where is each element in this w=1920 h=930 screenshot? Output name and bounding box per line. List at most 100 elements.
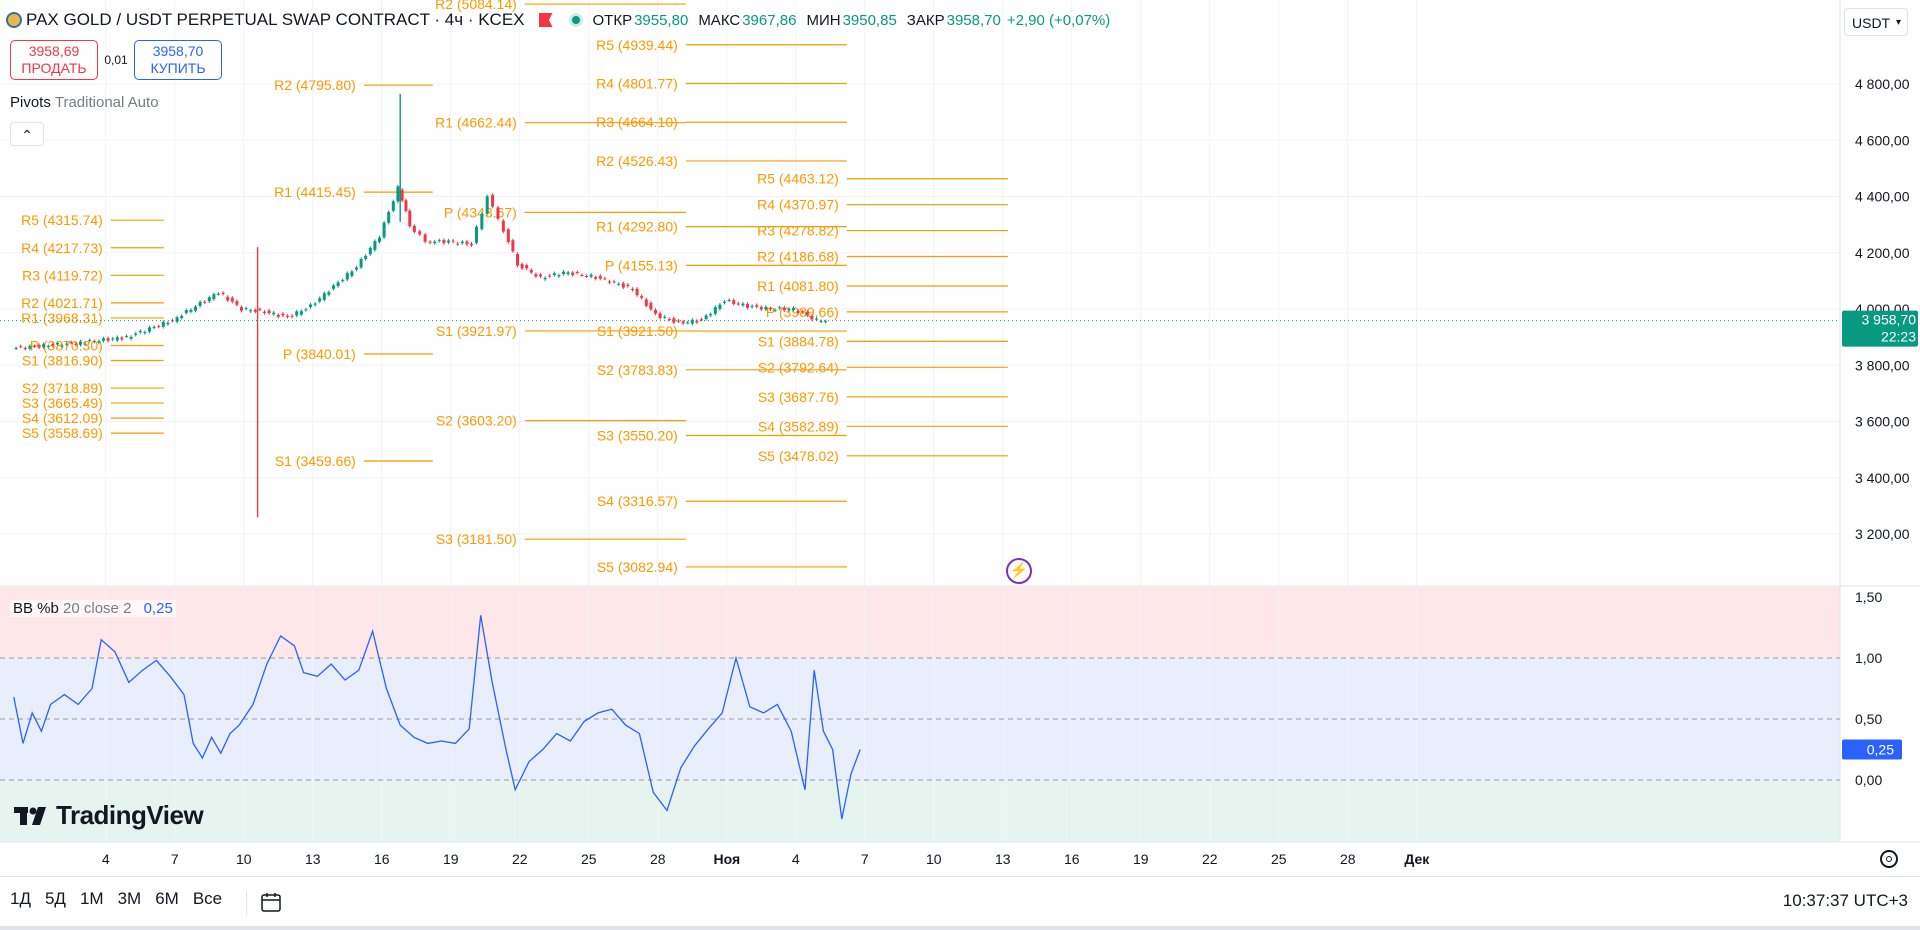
pivot-label: R1 (4081.80) [757,278,839,294]
pivot-label: R2 (4795.80) [274,77,356,93]
candle [400,189,404,201]
candle [404,200,408,211]
candle [345,273,349,280]
candle [258,309,262,311]
candle [539,274,542,277]
candle [750,305,754,307]
change-value: +2,90 (+0,07%) [1006,11,1111,29]
candle [418,231,422,235]
sell-button[interactable]: 3958,69 ПРОДАТЬ [10,40,98,80]
candle [658,313,662,318]
time-tick-label: 16 [1064,851,1080,867]
candle [359,259,363,268]
candle [635,288,639,296]
market-status-icon[interactable] [568,13,583,27]
candle [56,343,59,345]
candle [184,310,188,313]
candle [115,337,119,341]
buy-button[interactable]: 3958,70 КУПИТЬ [134,40,222,80]
candle [161,321,165,327]
candle [460,241,464,244]
candle [120,337,124,340]
clock[interactable]: 10:37:37 UTC+3 [1782,891,1908,910]
candle [792,307,795,310]
candle [626,284,630,287]
candle [741,303,745,306]
candle [203,301,207,303]
chart-canvas[interactable]: R5 (4315.74) R4 (4217.73) R3 (4119.72) R2 (… [0,0,1920,876]
candle [690,319,694,324]
bb-value-badge [1842,739,1902,760]
candle [166,322,170,325]
candle [65,343,69,345]
bb-tick-label: 1,50 [1855,589,1882,605]
range-1d[interactable]: 1Д [10,889,31,908]
range-all[interactable]: Все [192,889,223,908]
bb-legend[interactable]: BB %b 20 close 2 0,25 [10,600,176,617]
range-1m[interactable]: 1М [79,889,104,908]
candle [815,318,818,320]
lightning-icon[interactable]: ⚡ [1006,558,1032,584]
flag-icon[interactable] [538,13,553,27]
calendar-icon[interactable] [260,891,282,913]
candle [368,247,372,255]
candle [796,310,800,313]
candle [157,326,161,328]
price-tick-label: 4 600,00 [1855,132,1910,148]
last-price-badge [1842,310,1918,347]
coin-icon [6,12,22,28]
candle [511,240,515,252]
candle [111,338,115,340]
high-label: МАКС [698,11,741,29]
bb-name: BB %b [13,600,59,617]
range-6m[interactable]: 6М [155,889,179,908]
candle [727,300,731,302]
spread-value: 0,01 [104,53,128,67]
candle [152,326,156,328]
pivots-legend[interactable]: Pivots Traditional Auto [10,94,159,111]
candle [557,275,561,277]
candle [485,196,489,214]
currency-select[interactable]: USDT ▾ [1844,8,1908,36]
candle [736,303,740,305]
time-tick-label: 13 [305,851,321,867]
gear-icon[interactable] [1880,850,1898,868]
collapse-legend-button[interactable]: ⌃ [10,122,44,146]
trade-panel: 3958,69 ПРОДАТЬ 0,01 3958,70 КУПИТЬ [10,40,222,80]
time-tick-label: 4 [792,851,800,867]
candle [491,194,495,207]
candle [562,271,565,274]
candle [276,315,280,317]
close-value: 3958,70 [946,11,1001,29]
pivots-name: Pivots [10,94,51,111]
tradingview-logo[interactable]: TradingView [14,800,204,831]
pivot-label: R5 (4315.74) [21,212,103,228]
candle [470,243,473,246]
candle [617,283,621,285]
candle [769,308,772,310]
candle [552,273,556,275]
range-5d[interactable]: 5Д [44,889,66,908]
candle [189,309,193,312]
symbol-title[interactable]: PAX GOLD / USDT PERPETUAL SWAP CONTRACT … [26,10,525,29]
candle [465,241,469,245]
time-tick-label: Ноя [713,851,740,867]
candle [649,302,653,310]
price-tick-label: 3 600,00 [1855,414,1910,430]
candle [428,241,432,243]
pivot-label: S4 (3582.89) [758,418,839,434]
pivot-label: S5 (3478.02) [758,448,839,464]
candle [608,281,611,283]
candle [92,340,96,342]
candle [387,211,391,223]
pivot-label: S3 (3550.20) [597,428,678,444]
pivot-label: P (4155.13) [605,257,678,273]
candle [364,255,368,259]
time-tick-label: 22 [512,851,528,867]
pivot-label: S1 (3884.78) [758,333,839,349]
candle [175,317,179,322]
range-3m[interactable]: 3М [117,889,142,908]
candle [106,338,110,341]
bottom-strip [0,926,1920,930]
pivot-label: S1 (3459.66) [275,453,356,469]
